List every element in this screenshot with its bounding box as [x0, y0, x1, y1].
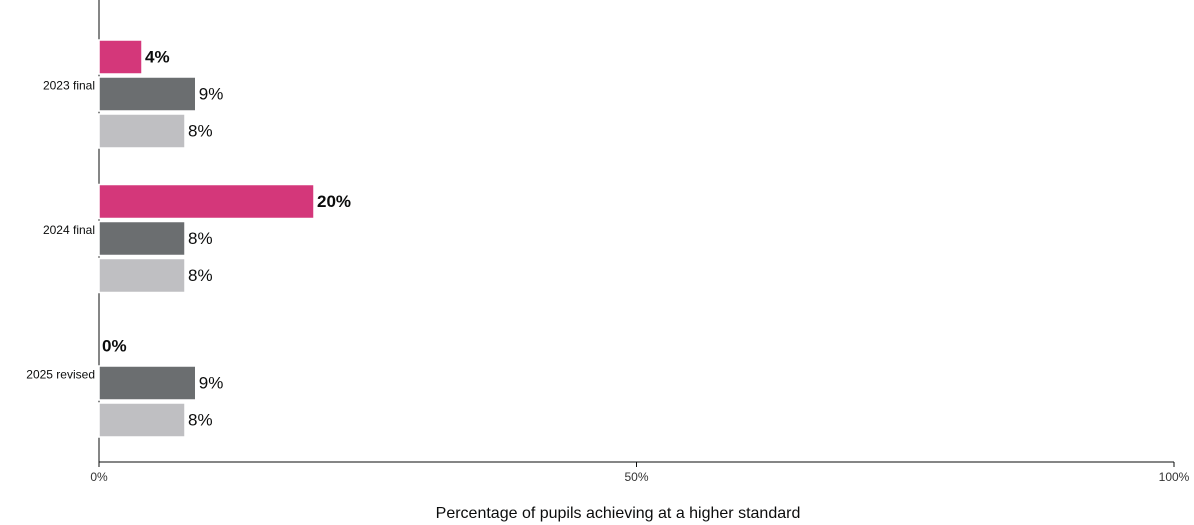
bar	[98, 39, 143, 75]
y-tick-label: 2025 revised	[26, 367, 95, 381]
value-label: 0%	[102, 336, 127, 355]
bar	[98, 220, 186, 257]
bar	[98, 365, 197, 401]
value-label: 8%	[188, 266, 213, 285]
y-tick-label: 2024 final	[43, 223, 95, 237]
value-label: 8%	[188, 121, 213, 140]
value-label: 8%	[188, 410, 213, 429]
value-label: 4%	[145, 47, 170, 66]
value-label: 20%	[317, 192, 351, 211]
bar	[98, 257, 186, 294]
bar	[98, 113, 186, 149]
x-tick-label: 100%	[1159, 470, 1190, 484]
value-label: 9%	[199, 373, 224, 392]
x-tick-label: 0%	[90, 470, 108, 484]
y-tick-label: 2023 final	[43, 78, 95, 92]
bar	[98, 402, 186, 438]
x-tick-label: 50%	[624, 470, 648, 484]
bar	[98, 76, 197, 112]
value-label: 8%	[188, 229, 213, 248]
value-label: 9%	[199, 84, 224, 103]
bar	[98, 183, 315, 220]
x-axis-title: Percentage of pupils achieving at a high…	[436, 505, 801, 522]
